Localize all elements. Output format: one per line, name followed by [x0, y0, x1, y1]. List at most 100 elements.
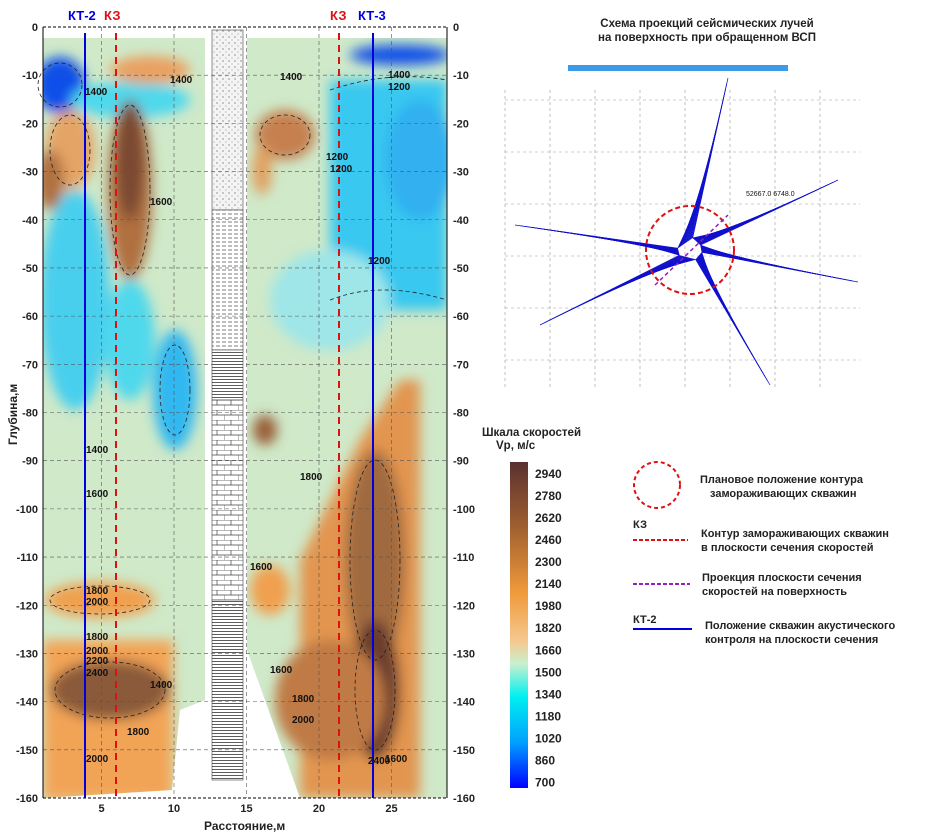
- ray-line: [514, 224, 678, 249]
- y-tick-label: -90: [22, 456, 38, 468]
- y-tick-label-right: -20: [453, 118, 469, 130]
- colorbar-tick-label: 860: [535, 753, 555, 767]
- y-tick-label: -60: [22, 311, 38, 323]
- colorbar-tick-label: 1020: [535, 731, 562, 745]
- freeze-contour-circle: [645, 205, 735, 295]
- scheme-coord-label: 52667.0 6748.0: [746, 191, 795, 198]
- scheme-surface-bar: [568, 65, 788, 71]
- contour-label: 1400: [280, 72, 303, 83]
- lithology-column: [211, 29, 244, 781]
- scheme-title-line2: на поверхность при обращенном ВСП: [598, 32, 816, 44]
- y-tick-label: 0: [32, 22, 38, 34]
- contour-label: 1200: [368, 256, 391, 267]
- y-tick-label: -100: [16, 504, 38, 516]
- contour-label: 2400: [368, 756, 391, 767]
- ray-line: [700, 179, 839, 246]
- contour-label: 1400: [85, 87, 108, 98]
- x-ticks: 5 10 15 20 25: [98, 803, 397, 815]
- colorbar: [510, 462, 528, 788]
- colorbar-tick-label: 2300: [535, 555, 562, 569]
- ray-line: [539, 254, 680, 326]
- y-tick-label: -10: [22, 70, 38, 82]
- colorbar-tick-label: 1820: [535, 621, 562, 635]
- y-tick-label: -160: [16, 793, 38, 805]
- contour-label: 1800: [300, 472, 323, 483]
- contour-label: 1600: [270, 665, 293, 676]
- well-kt3-label: КТ-3: [358, 8, 386, 23]
- contour-label: 1600: [250, 562, 273, 573]
- colorbar-tick-label: 1340: [535, 687, 562, 701]
- grid: [43, 27, 447, 798]
- legend: Плановое положение контура замораживающи…: [633, 461, 895, 646]
- contour-label: 1800: [127, 727, 150, 738]
- x-tick-label: 20: [313, 803, 325, 815]
- y-tick-label-right: -160: [453, 793, 475, 805]
- y-tick-label-right: -60: [453, 311, 469, 323]
- well-kt2-label: КТ-2: [68, 8, 96, 23]
- contour-label: 2200: [86, 656, 109, 667]
- y-tick-label-right: -70: [453, 359, 469, 371]
- colorbar-tick-label: 2620: [535, 511, 562, 525]
- svg-text:скоростей на поверхность: скоростей на поверхность: [702, 586, 847, 598]
- y-tick-label-right: -150: [453, 745, 475, 757]
- colorbar-tick-label: 2780: [535, 489, 562, 503]
- y-tick-label-right: -30: [453, 167, 469, 179]
- y-tick-label-right: -100: [453, 504, 475, 516]
- contour-label: 1600: [86, 489, 109, 500]
- svg-text:Проекция плоскости сечения: Проекция плоскости сечения: [702, 572, 862, 584]
- y-axis-label: Глубина,м: [6, 384, 20, 445]
- legend-kt-label: КТ-2: [633, 614, 657, 626]
- contour-label: 1200: [330, 164, 353, 175]
- y-tick-label-right: -110: [453, 552, 474, 564]
- contour-labels: 1400 1400 1400 1200 1400 1200 1200 1200 …: [85, 70, 411, 767]
- y-tick-label: -120: [16, 600, 38, 612]
- colorbar-tick-label: 700: [535, 775, 555, 789]
- colorbar-unit: Vp, м/с: [496, 440, 536, 452]
- y-tick-label: -40: [22, 215, 38, 227]
- contour-label: 1400: [86, 445, 109, 456]
- colorbar-tick-label: 1980: [535, 599, 562, 613]
- colorbar-tick-label: 2460: [535, 533, 562, 547]
- y-tick-label-right: -130: [453, 648, 475, 660]
- contour-label: 1800: [86, 586, 109, 597]
- svg-text:Контур замораживающих скважин: Контур замораживающих скважин: [701, 528, 889, 540]
- svg-text:контроля на плоскости сечения: контроля на плоскости сечения: [705, 634, 878, 646]
- y-tick-label-right: -40: [453, 215, 469, 227]
- contour-label: 1400: [170, 75, 193, 86]
- kz-right-label: КЗ: [330, 8, 347, 23]
- colorbar-tick-label: 2940: [535, 467, 562, 481]
- colorbar-tick-label: 1180: [535, 709, 561, 723]
- contour-label: 2000: [86, 754, 109, 765]
- y-ticks: 0 0 -10 -10 -20 -20 -30 -30 -40 -40 -50 -50 -60 -60 -7…: [16, 22, 475, 805]
- contour-label: 2000: [86, 597, 109, 608]
- legend-circle-icon: [633, 461, 681, 509]
- y-tick-label-right: -140: [453, 697, 475, 709]
- contour-label: 1200: [388, 82, 411, 93]
- contour-label: 1200: [326, 152, 349, 163]
- y-tick-label-right: -90: [453, 456, 469, 468]
- y-tick-label: -80: [22, 408, 38, 420]
- y-tick-label-right: -50: [453, 263, 469, 275]
- velocity-section-right: [247, 38, 447, 798]
- x-tick-label: 25: [385, 803, 397, 815]
- contour-label: 1600: [150, 197, 173, 208]
- contour-label: 2400: [86, 668, 109, 679]
- seismic-rays: [514, 77, 859, 386]
- y-tick-label-right: -80: [453, 408, 469, 420]
- y-tick-label: -20: [22, 118, 38, 130]
- legend-kz-label: КЗ: [633, 519, 647, 531]
- scheme-grid: [504, 90, 860, 390]
- y-tick-label: -110: [17, 552, 38, 564]
- contour-label: 1800: [292, 694, 315, 705]
- contour-label: 2000: [292, 715, 315, 726]
- colorbar-tick-label: 1660: [535, 643, 562, 657]
- y-tick-label: -70: [22, 359, 38, 371]
- y-tick-label-right: -120: [453, 600, 475, 612]
- svg-text:Положение скважин акустическог: Положение скважин акустического: [705, 620, 895, 632]
- contour-label: 1400: [150, 680, 173, 691]
- y-tick-label: -30: [22, 167, 38, 179]
- colorbar-title: Шкала скоростей: [482, 427, 581, 439]
- contour-lines: [37, 62, 448, 751]
- svg-text:замораживающих скважин: замораживающих скважин: [710, 488, 856, 500]
- contour-label: 1800: [86, 632, 109, 643]
